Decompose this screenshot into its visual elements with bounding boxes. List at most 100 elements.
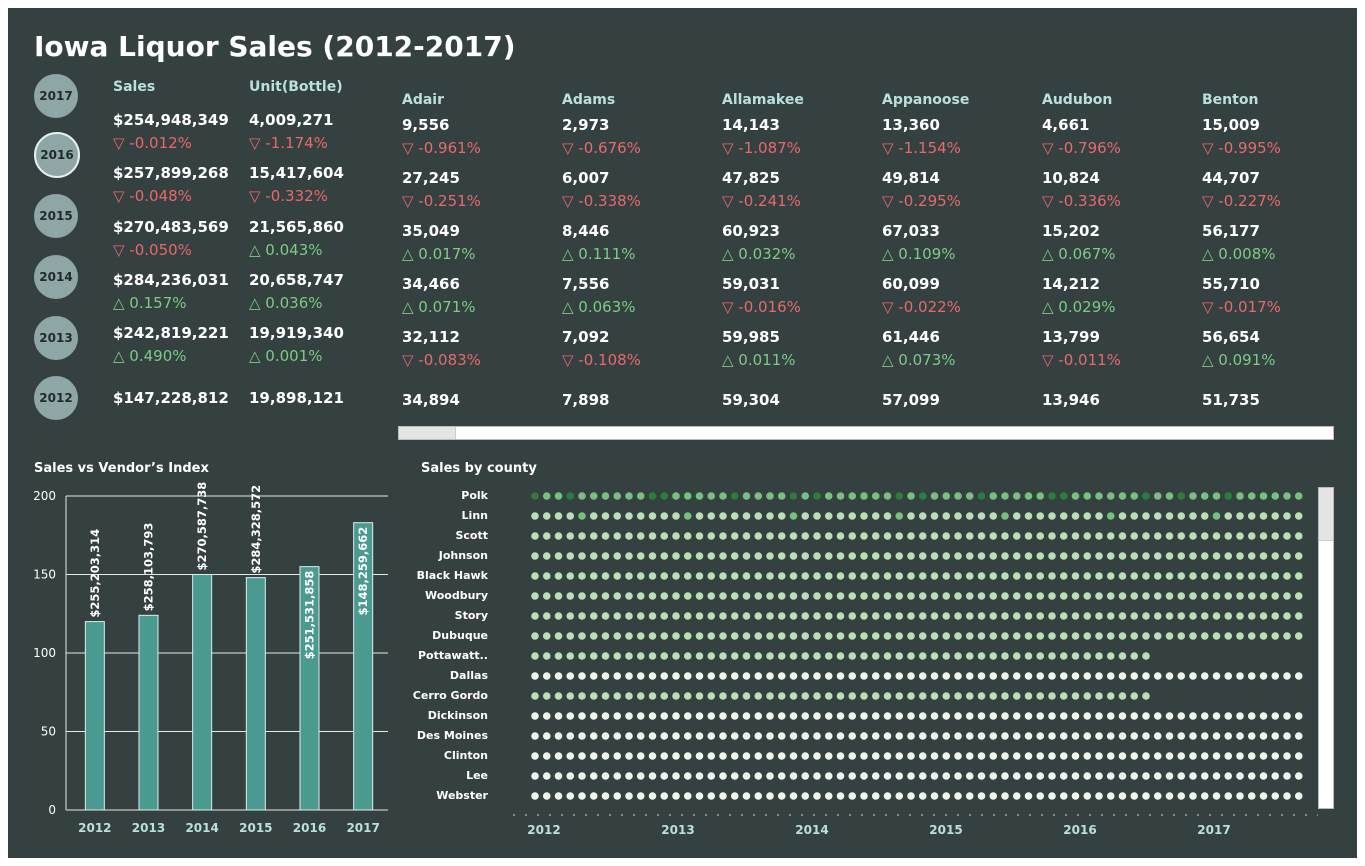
county-dot[interactable]	[566, 572, 575, 580]
county-dot[interactable]	[566, 532, 575, 540]
county-dot[interactable]	[777, 612, 786, 620]
county-dot[interactable]	[1189, 532, 1197, 540]
county-dot[interactable]	[1012, 712, 1021, 720]
county-dot[interactable]	[789, 492, 798, 500]
county-dot[interactable]	[601, 632, 610, 640]
county-dot[interactable]	[1271, 772, 1280, 780]
county-dot[interactable]	[1212, 792, 1221, 800]
county-dot[interactable]	[1071, 712, 1080, 720]
county-dot[interactable]	[625, 592, 633, 600]
county-dot[interactable]	[766, 712, 774, 720]
county-dot[interactable]	[1106, 772, 1115, 780]
county-dot[interactable]	[707, 612, 716, 620]
county-dot[interactable]	[895, 532, 904, 540]
county-dot[interactable]	[989, 532, 998, 540]
county-dot[interactable]	[1189, 492, 1197, 500]
county-dot[interactable]	[766, 592, 774, 600]
county-dot[interactable]	[707, 772, 716, 780]
county-dot[interactable]	[1118, 512, 1127, 520]
county-dot[interactable]	[907, 512, 915, 520]
county-dot[interactable]	[1212, 732, 1221, 740]
county-dot[interactable]	[813, 672, 821, 680]
county-dot[interactable]	[1036, 632, 1045, 640]
county-dot[interactable]	[1177, 752, 1186, 760]
county-dot[interactable]	[965, 792, 974, 800]
county-dot[interactable]	[1165, 512, 1174, 520]
county-dot[interactable]	[1142, 632, 1150, 640]
county-dot[interactable]	[965, 592, 974, 600]
county-dot[interactable]	[860, 552, 868, 560]
county-dot[interactable]	[930, 692, 939, 700]
county-dot[interactable]	[1189, 732, 1197, 740]
county-dot[interactable]	[589, 552, 598, 560]
county-dot[interactable]	[1118, 752, 1127, 760]
county-dot[interactable]	[801, 512, 810, 520]
county-dot[interactable]	[777, 692, 786, 700]
county-dot[interactable]	[707, 712, 716, 720]
county-dot[interactable]	[636, 632, 645, 640]
county-dot[interactable]	[942, 712, 951, 720]
county-dot[interactable]	[1224, 492, 1233, 500]
county-dot[interactable]	[801, 732, 810, 740]
county-dot[interactable]	[625, 532, 633, 540]
county-dot[interactable]	[1259, 792, 1268, 800]
county-dot[interactable]	[1283, 572, 1291, 580]
county-dot[interactable]	[848, 592, 857, 600]
county-dot[interactable]	[1189, 772, 1197, 780]
county-dot[interactable]	[601, 572, 610, 580]
county-dot[interactable]	[589, 632, 598, 640]
county-dot[interactable]	[1224, 772, 1233, 780]
county-dot[interactable]	[1083, 612, 1092, 620]
county-dot[interactable]	[531, 552, 539, 560]
county-dot[interactable]	[719, 632, 727, 640]
county-dot[interactable]	[742, 772, 751, 780]
county-dot[interactable]	[742, 752, 751, 760]
county-dot[interactable]	[1294, 552, 1303, 560]
county-dot[interactable]	[801, 672, 810, 680]
county-dot[interactable]	[1012, 572, 1021, 580]
county-dot[interactable]	[1189, 592, 1197, 600]
county-dot[interactable]	[1048, 752, 1056, 760]
county-dot[interactable]	[707, 672, 716, 680]
county-dot[interactable]	[824, 712, 833, 720]
county-dot[interactable]	[918, 732, 927, 740]
county-dot[interactable]	[1083, 632, 1092, 640]
county-dot[interactable]	[1259, 572, 1268, 580]
county-dot[interactable]	[695, 512, 704, 520]
county-dot[interactable]	[589, 512, 598, 520]
county-dot[interactable]	[1048, 772, 1056, 780]
county-dot[interactable]	[954, 632, 962, 640]
county-dot[interactable]	[1083, 792, 1092, 800]
county-dot[interactable]	[1283, 772, 1291, 780]
county-dot[interactable]	[883, 612, 892, 620]
county-dot[interactable]	[836, 532, 845, 540]
county-dot[interactable]	[1236, 492, 1244, 500]
county-dot[interactable]	[1165, 792, 1174, 800]
county-dot[interactable]	[578, 572, 586, 580]
county-dot[interactable]	[1048, 732, 1056, 740]
county-dot[interactable]	[1153, 532, 1162, 540]
county-dot[interactable]	[1118, 532, 1127, 540]
county-dot[interactable]	[1036, 792, 1045, 800]
county-dot[interactable]	[813, 772, 821, 780]
county-dot[interactable]	[977, 552, 986, 560]
county-dot[interactable]	[954, 512, 962, 520]
county-dot[interactable]	[1083, 672, 1092, 680]
county-dot[interactable]	[1001, 692, 1009, 700]
county-dot[interactable]	[1118, 792, 1127, 800]
county-dot[interactable]	[1224, 552, 1233, 560]
county-dot[interactable]	[977, 712, 986, 720]
county-dot[interactable]	[1118, 552, 1127, 560]
bar-2016[interactable]	[299, 566, 320, 811]
county-dot[interactable]	[883, 692, 892, 700]
county-dot[interactable]	[613, 512, 622, 520]
county-dot[interactable]	[1130, 772, 1139, 780]
county-dot[interactable]	[613, 652, 622, 660]
county-dot[interactable]	[613, 612, 622, 620]
county-dot[interactable]	[542, 572, 551, 580]
county-dot[interactable]	[531, 732, 539, 740]
county-dot[interactable]	[1001, 492, 1009, 500]
county-dot[interactable]	[1071, 552, 1080, 560]
county-dot[interactable]	[1095, 772, 1103, 780]
county-dot[interactable]	[672, 692, 680, 700]
